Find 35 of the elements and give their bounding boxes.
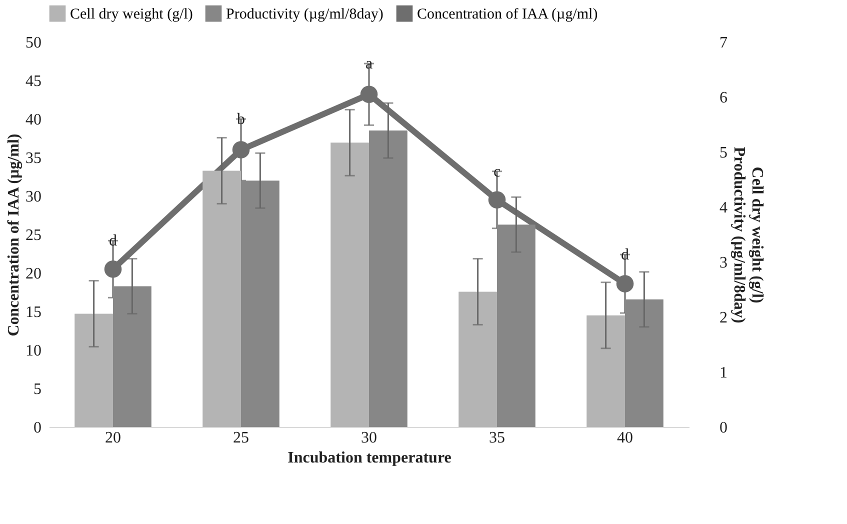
y-tick-label: 0 [34,420,42,436]
x-tick-label: 30 [361,430,377,446]
y-axis-title: Concentration of IAA (µg/ml) [6,134,22,336]
y2-tick-label: 7 [720,34,728,52]
y2-tick-label: 1 [720,364,728,382]
y-tick-label: 40 [26,112,42,128]
legend-label: Productivity (µg/ml/8day) [226,6,384,23]
y-tick-label: 10 [26,342,42,360]
y2-tick-label: 6 [720,90,728,106]
y2-axis-title: Cell dry weight (g/l) Productivity (µg/ml/8day) [730,146,766,324]
y-tick-label: 30 [26,188,42,206]
x-tick-label: 35 [489,430,505,446]
y2-tick-label: 3 [720,254,728,272]
y-tick-label: 20 [26,266,42,282]
legend-label: Concentration of IAA (µg/ml) [417,6,598,23]
x-tick-label: 20 [105,430,121,446]
y-tick-label: 25 [26,227,42,244]
y2-tick-label: 0 [720,420,728,436]
annotation: a [365,56,373,73]
y-tick-label: 35 [26,150,42,167]
x-tick-label: 40 [617,430,633,446]
annotation: c [493,163,501,180]
annotation: d [621,246,629,264]
x-axis-title: Incubation temperature [288,450,452,466]
y-tick-label: 50 [26,34,42,52]
annotation: b [237,111,245,128]
y2-tick-label: 5 [720,144,728,162]
y-tick-label: 45 [26,73,42,90]
x-tick-label: 25 [233,430,249,446]
y-tick-label: 15 [26,304,42,321]
legend-label: Cell dry weight (g/l) [70,6,193,23]
y2-tick-label: 4 [720,200,728,216]
y2-tick-label: 2 [720,310,728,326]
annotation: d [109,232,117,250]
y-tick-label: 5 [34,381,42,398]
